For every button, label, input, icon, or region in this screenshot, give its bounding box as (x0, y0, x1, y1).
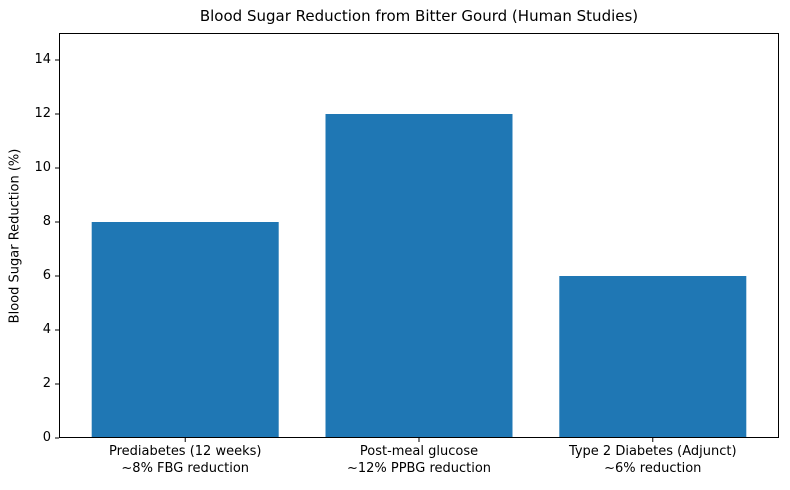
x-tick-label: Prediabetes (12 weeks) ~8% FBG reduction (45, 444, 325, 477)
y-tick-label: 10 (34, 160, 51, 175)
x-tick-label-line: ~6% reduction (604, 460, 702, 476)
y-tick-label: 12 (34, 106, 51, 121)
bar-0 (91, 222, 279, 438)
x-tick-label-line: Prediabetes (12 weeks) (108, 444, 262, 459)
y-tick-label: 2 (42, 376, 51, 391)
y-tick-label: 6 (42, 268, 51, 283)
bar-2 (559, 276, 747, 438)
chart-title: Blood Sugar Reduction from Bitter Gourd … (199, 7, 639, 25)
y-tick-label: 4 (42, 322, 51, 337)
y-tick-label: 8 (42, 214, 51, 229)
axes-frame (59, 33, 779, 438)
x-tick-label-line: Post-meal glucose (359, 444, 479, 459)
x-tick-label-line: ~8% FBG reduction (121, 460, 250, 476)
x-tick-label: Type 2 Diabetes (Adjunct) ~6% reduction (513, 444, 790, 477)
x-tick-label-line: Type 2 Diabetes (Adjunct) (568, 444, 737, 459)
y-tick-label: 14 (34, 52, 51, 67)
bar-1 (325, 114, 513, 438)
x-tick-label-line: ~12% PPBG reduction (346, 460, 492, 476)
x-tick-label: Post-meal glucose ~12% PPBG reduction (279, 444, 559, 477)
y-tick-label: 0 (42, 430, 51, 445)
